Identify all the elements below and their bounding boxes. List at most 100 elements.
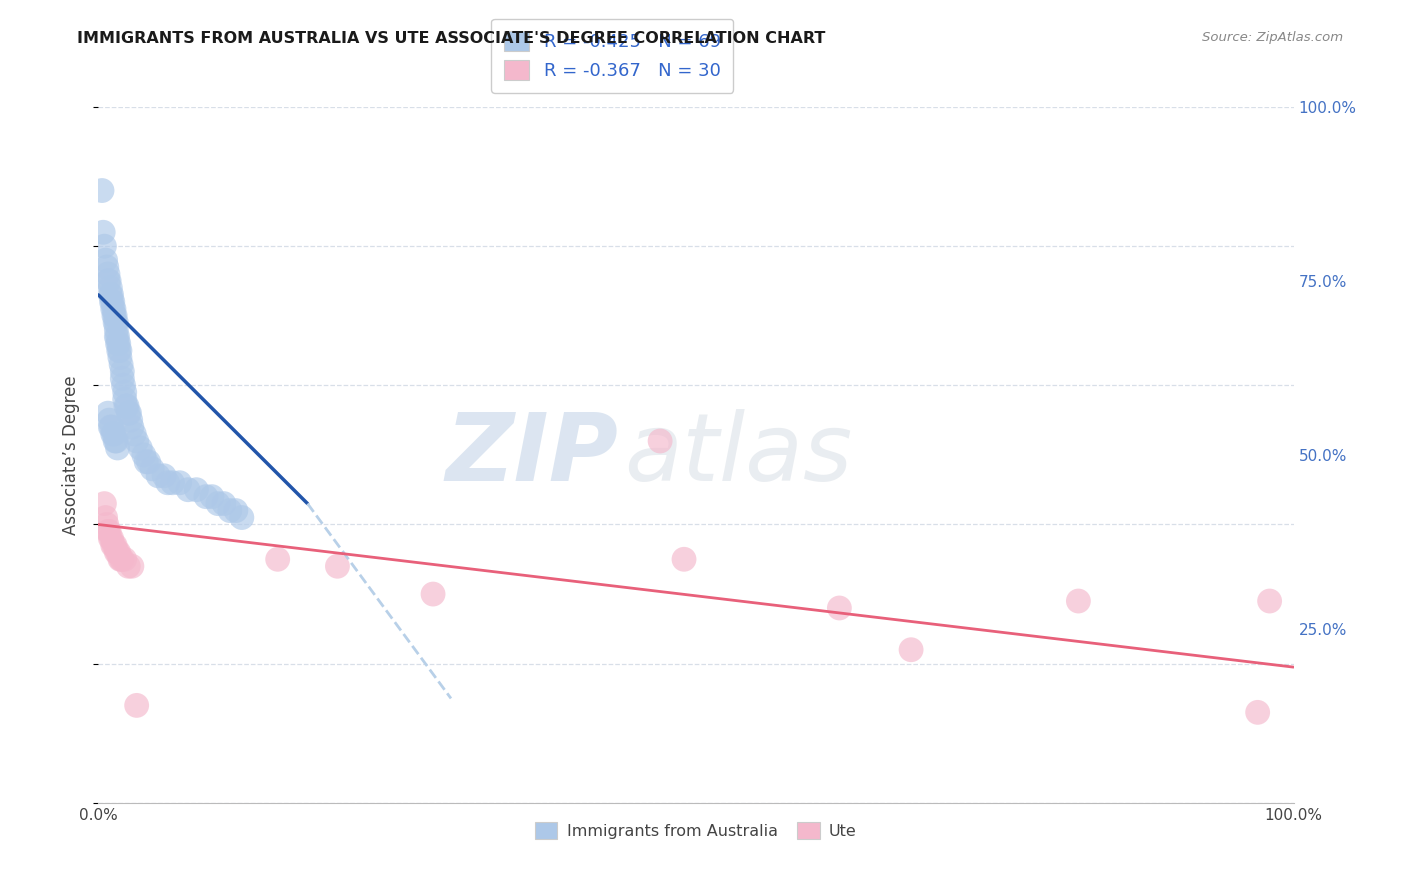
Point [96, 260, 118, 274]
Text: IMMIGRANTS FROM AUSTRALIA VS UTE ASSOCIATE'S DEGREE CORRELATION CHART: IMMIGRANTS FROM AUSTRALIA VS UTE ASSOCIA… [77, 31, 825, 46]
Point [105, 434, 128, 448]
Point [148, 468, 170, 483]
Point [97, 524, 120, 539]
Point [111, 552, 134, 566]
Point [101, 294, 124, 309]
Point [107, 545, 129, 559]
Point [100, 294, 122, 309]
Point [103, 301, 125, 316]
Point [107, 545, 129, 559]
Point [162, 475, 184, 490]
Point [91, 184, 114, 198]
Point [104, 434, 127, 448]
Point [114, 385, 136, 400]
Point [135, 455, 157, 469]
Point [231, 510, 253, 524]
Point [125, 698, 148, 713]
Point [195, 490, 218, 504]
Point [225, 503, 247, 517]
Point [98, 420, 122, 434]
Point [103, 309, 125, 323]
Point [121, 420, 143, 434]
Point [111, 371, 134, 385]
Point [132, 448, 155, 462]
Point [673, 552, 696, 566]
Point [105, 323, 128, 337]
Text: atlas: atlas [624, 409, 852, 500]
Point [111, 364, 134, 378]
Text: Source: ZipAtlas.com: Source: ZipAtlas.com [1202, 31, 1343, 45]
Point [100, 420, 122, 434]
Point [114, 552, 136, 566]
Point [118, 406, 141, 420]
Point [104, 538, 127, 552]
Point [103, 427, 125, 442]
Point [153, 468, 176, 483]
Point [104, 316, 127, 330]
Point [422, 587, 444, 601]
Point [267, 552, 290, 566]
Point [98, 532, 122, 546]
Point [114, 392, 136, 407]
Point [201, 490, 224, 504]
Point [105, 329, 128, 343]
Point [101, 301, 124, 316]
Point [156, 475, 179, 490]
Point [104, 309, 127, 323]
Point [1258, 594, 1281, 608]
Point [98, 274, 121, 288]
Point [900, 642, 922, 657]
Point [101, 538, 124, 552]
Point [94, 253, 117, 268]
Point [648, 434, 672, 448]
Point [121, 559, 143, 574]
Point [100, 288, 122, 302]
Point [94, 510, 117, 524]
Point [125, 434, 148, 448]
Point [212, 497, 235, 511]
Point [107, 441, 129, 455]
Point [177, 483, 200, 497]
Point [98, 524, 121, 539]
Point [97, 406, 120, 420]
Point [110, 358, 132, 372]
Point [105, 316, 128, 330]
Point [1067, 594, 1090, 608]
Point [107, 329, 129, 343]
Point [100, 532, 122, 546]
Point [103, 538, 125, 552]
Point [828, 601, 851, 615]
Point [101, 427, 124, 442]
Point [141, 462, 163, 476]
Point [93, 497, 115, 511]
Point [219, 503, 242, 517]
Point [112, 378, 135, 392]
Point [115, 399, 138, 413]
Text: ZIP: ZIP [446, 409, 619, 501]
Point [105, 545, 128, 559]
Point [186, 483, 208, 497]
Point [108, 351, 131, 365]
Point [117, 406, 139, 420]
Point [97, 274, 120, 288]
Point [107, 336, 129, 351]
Point [207, 497, 229, 511]
Point [110, 552, 132, 566]
Point [169, 475, 191, 490]
Point [138, 455, 160, 469]
Point [129, 441, 152, 455]
Point [93, 239, 115, 253]
Point [117, 559, 139, 574]
Legend: Immigrants from Australia, Ute: Immigrants from Australia, Ute [527, 814, 865, 847]
Point [107, 336, 129, 351]
Point [96, 517, 118, 532]
Point [98, 281, 122, 295]
Point [115, 399, 138, 413]
Point [1247, 706, 1270, 720]
Y-axis label: Associate’s Degree: Associate’s Degree [62, 376, 80, 534]
Point [107, 343, 129, 358]
Point [108, 552, 131, 566]
Point [91, 225, 114, 239]
Point [108, 343, 131, 358]
Point [97, 267, 120, 281]
